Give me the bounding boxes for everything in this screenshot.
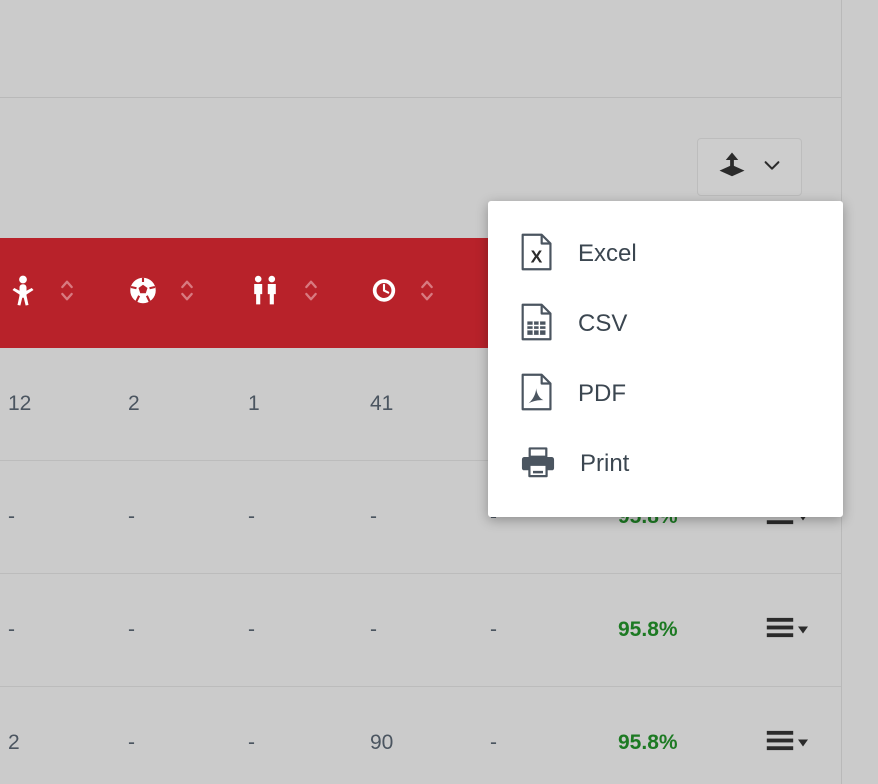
table-row[interactable]: - - - - - 95.8%	[0, 574, 841, 687]
hamburger-menu-icon	[765, 729, 795, 758]
table-cell: 1	[248, 392, 260, 415]
row-actions-menu[interactable]	[765, 616, 808, 645]
percent-value: 95.8%	[618, 731, 678, 754]
row-actions-menu[interactable]	[765, 729, 808, 758]
table-cell: -	[128, 505, 135, 528]
table-row[interactable]: 2 - - 90 - 95.8%	[0, 687, 841, 784]
table-cell: -	[490, 731, 497, 754]
menu-item-print[interactable]: Print	[488, 429, 843, 499]
sort-toggle-people[interactable]	[302, 277, 320, 310]
menu-item-label: PDF	[578, 380, 626, 407]
export-upload-icon	[717, 150, 747, 185]
sort-toggle-player[interactable]	[58, 277, 76, 310]
table-cell: 90	[370, 731, 394, 754]
soccer-ball-icon	[128, 276, 158, 311]
table-cell: -	[490, 618, 497, 641]
top-divider	[0, 97, 841, 98]
column-header-minutes[interactable]	[370, 277, 436, 310]
table-cell: -	[128, 731, 135, 754]
person-arms-out-icon	[8, 274, 38, 313]
caret-down-icon	[798, 513, 808, 521]
export-button[interactable]	[697, 138, 802, 196]
svg-text:X: X	[531, 246, 543, 266]
printer-icon	[520, 444, 556, 485]
table-cell: 12	[8, 392, 32, 415]
menu-item-csv[interactable]: CSV	[488, 289, 843, 359]
menu-item-label: Print	[580, 450, 630, 477]
table-cell: -	[248, 505, 255, 528]
table-cell: -	[370, 505, 377, 528]
table-cell: 2	[8, 731, 20, 754]
top-blank-strip	[0, 0, 841, 97]
table-cell: -	[8, 618, 15, 641]
file-csv-icon	[520, 303, 554, 346]
export-dropdown-menu: X Excel CSV	[488, 201, 843, 517]
menu-item-label: CSV	[578, 310, 628, 337]
two-people-icon	[248, 274, 282, 313]
table-cell: 2	[128, 392, 140, 415]
menu-item-excel[interactable]: X Excel	[488, 219, 843, 289]
menu-item-pdf[interactable]: PDF	[488, 359, 843, 429]
column-header-player[interactable]	[8, 274, 76, 313]
data-table: 12 2 1 41 - - - - - 95.8%	[0, 238, 841, 784]
clock-icon	[370, 277, 398, 310]
file-excel-icon: X	[520, 233, 554, 276]
table-cell: -	[128, 618, 135, 641]
sort-toggle-minutes[interactable]	[418, 277, 436, 310]
table-cell: -	[8, 505, 15, 528]
table-cell: -	[248, 618, 255, 641]
column-header-goals[interactable]	[128, 276, 196, 311]
caret-down-icon	[798, 739, 808, 747]
menu-item-label: Excel	[578, 240, 637, 267]
table-cell: -	[370, 618, 377, 641]
file-pdf-icon	[520, 373, 554, 416]
column-header-people[interactable]	[248, 274, 320, 313]
caret-down-icon	[798, 626, 808, 634]
chevron-down-icon	[761, 154, 783, 181]
table-cell: 41	[370, 392, 394, 415]
table-cell: -	[248, 731, 255, 754]
sort-toggle-goals[interactable]	[178, 277, 196, 310]
percent-value: 95.8%	[618, 618, 678, 641]
hamburger-menu-icon	[765, 616, 795, 645]
